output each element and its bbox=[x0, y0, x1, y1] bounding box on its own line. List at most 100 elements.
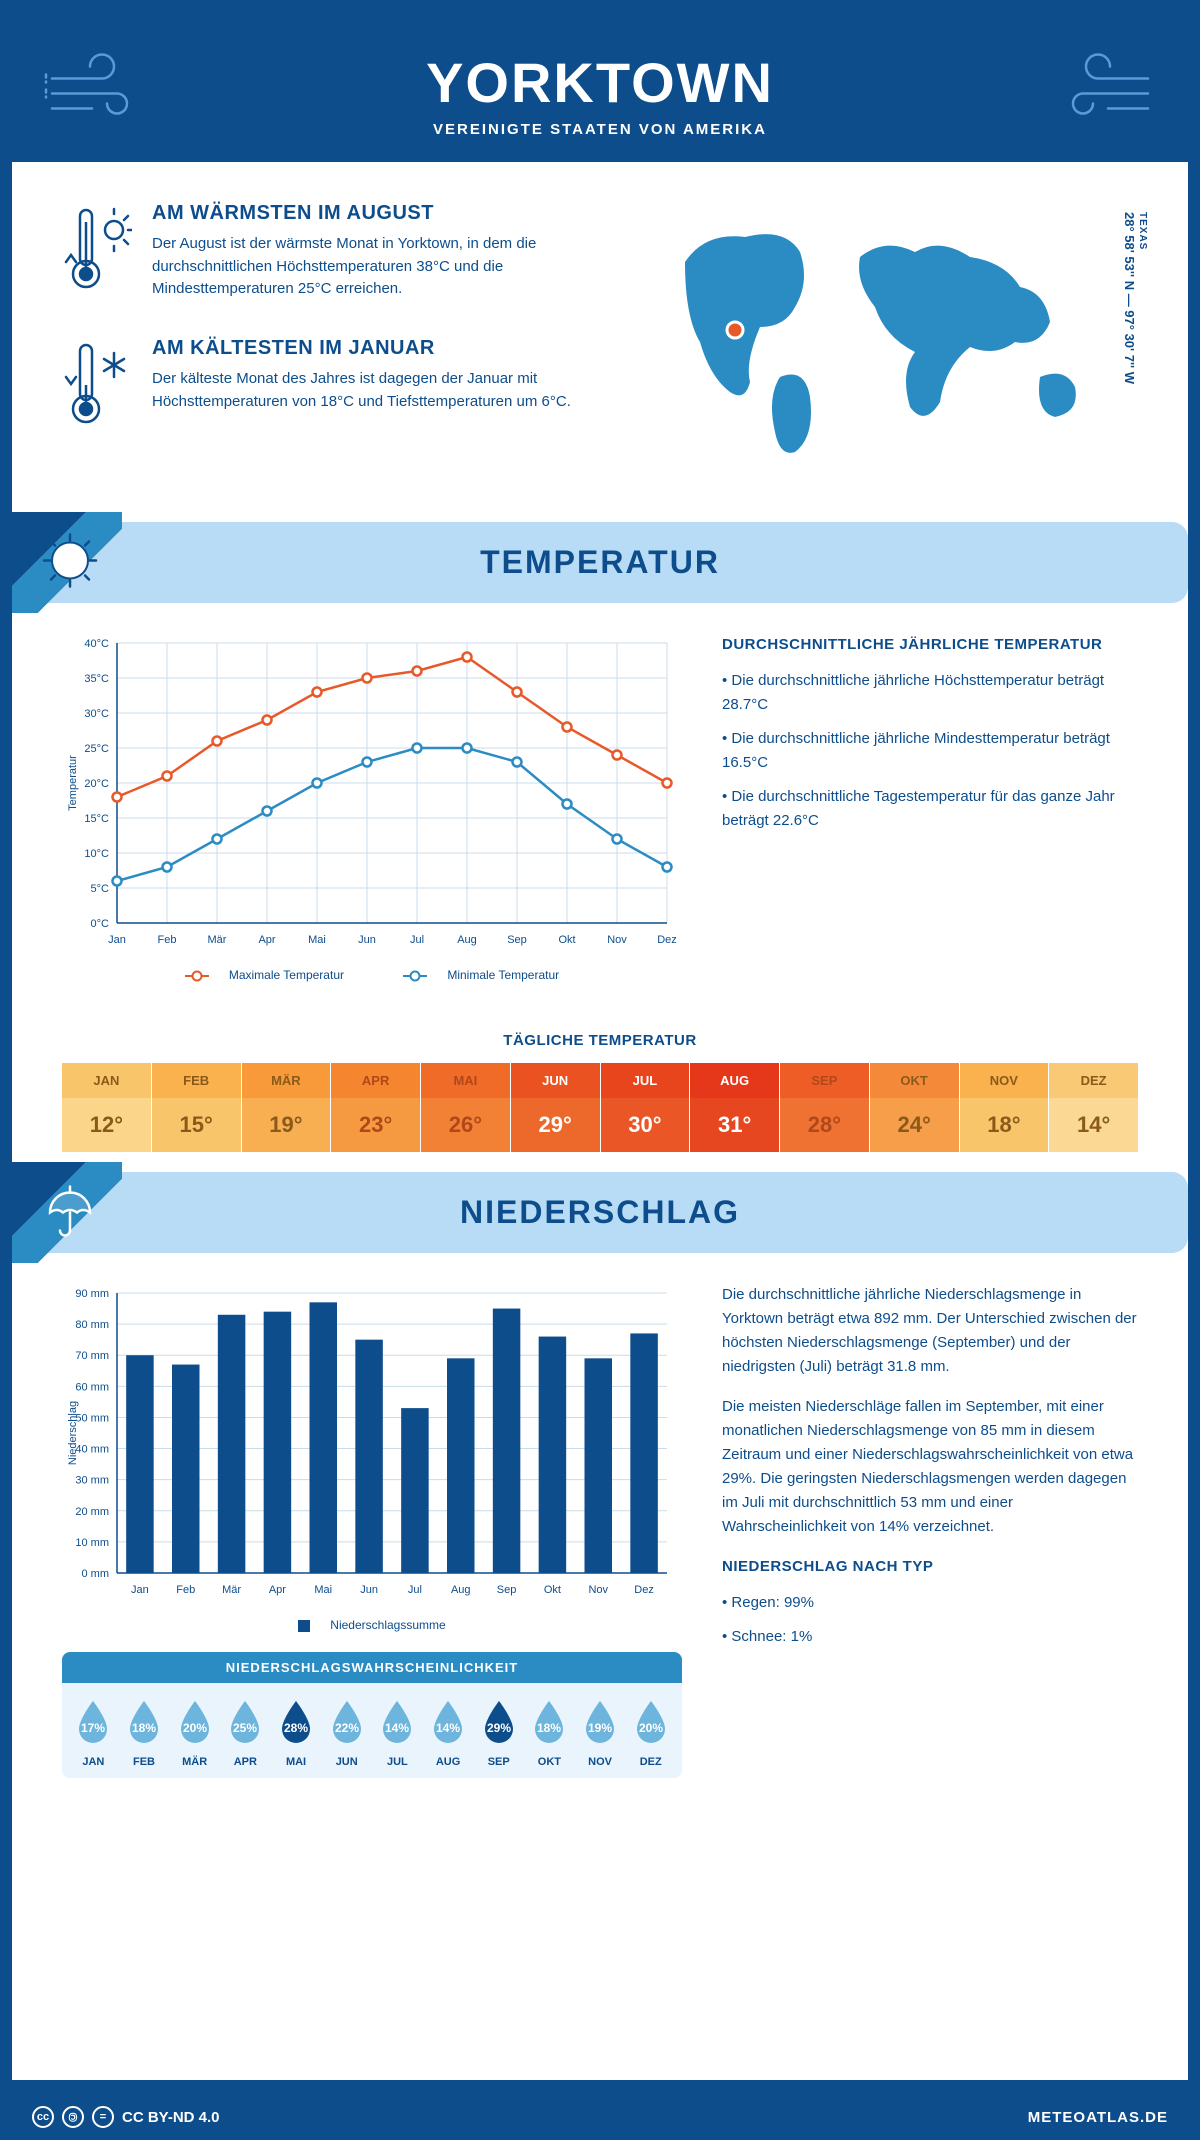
svg-text:10 mm: 10 mm bbox=[75, 1537, 109, 1549]
temperature-heading: TEMPERATUR bbox=[32, 544, 1168, 581]
probability-cell: 25%APR bbox=[220, 1697, 271, 1768]
probability-table: NIEDERSCHLAGSWAHRSCHEINLICHKEIT 17%JAN18… bbox=[62, 1652, 682, 1778]
svg-text:Okt: Okt bbox=[544, 1584, 561, 1596]
world-map: TEXAS 28° 58' 53'' N — 97° 30' 7'' W bbox=[645, 202, 1138, 472]
temp-bullet: • Die durchschnittliche jährliche Mindes… bbox=[722, 727, 1138, 775]
svg-text:5°C: 5°C bbox=[91, 883, 110, 895]
nd-icon: = bbox=[92, 2106, 114, 2128]
probability-cell: 14%AUG bbox=[423, 1697, 474, 1768]
wind-icon bbox=[42, 49, 142, 134]
city-title: YORKTOWN bbox=[32, 50, 1168, 115]
svg-text:Jun: Jun bbox=[360, 1584, 378, 1596]
svg-text:19%: 19% bbox=[588, 1721, 612, 1735]
svg-text:Okt: Okt bbox=[558, 934, 575, 946]
daily-temp-table: JAN12°FEB15°MÄR19°APR23°MAI26°JUN29°JUL3… bbox=[62, 1063, 1138, 1152]
probability-cell: 18%FEB bbox=[119, 1697, 170, 1768]
cc-icon: cc bbox=[32, 2106, 54, 2128]
daily-cell: SEP28° bbox=[780, 1063, 870, 1152]
svg-text:Jul: Jul bbox=[408, 1584, 422, 1596]
svg-text:Apr: Apr bbox=[269, 1584, 286, 1596]
coldest-title: AM KÄLTESTEN IM JANUAR bbox=[152, 337, 605, 360]
warmest-fact: AM WÄRMSTEN IM AUGUST Der August ist der… bbox=[62, 202, 605, 307]
svg-text:Jun: Jun bbox=[358, 934, 376, 946]
svg-text:Apr: Apr bbox=[258, 934, 275, 946]
svg-text:10°C: 10°C bbox=[84, 848, 109, 860]
svg-text:60 mm: 60 mm bbox=[75, 1381, 109, 1393]
daily-cell: OKT24° bbox=[870, 1063, 960, 1152]
precipitation-legend: Niederschlagssumme bbox=[62, 1618, 682, 1632]
svg-text:0 mm: 0 mm bbox=[82, 1568, 110, 1580]
svg-text:18%: 18% bbox=[132, 1721, 156, 1735]
svg-text:Aug: Aug bbox=[451, 1584, 471, 1596]
svg-text:20°C: 20°C bbox=[84, 778, 109, 790]
temp-bullet: • Die durchschnittliche Tagestemperatur … bbox=[722, 785, 1138, 833]
svg-text:Mai: Mai bbox=[314, 1584, 332, 1596]
probability-cell: 18%OKT bbox=[524, 1697, 575, 1768]
thermometer-sun-icon bbox=[62, 202, 132, 307]
wind-icon bbox=[1058, 49, 1158, 134]
svg-text:14%: 14% bbox=[385, 1721, 409, 1735]
svg-text:Aug: Aug bbox=[457, 934, 477, 946]
by-icon: 🄯 bbox=[62, 2106, 84, 2128]
country-subtitle: VEREINIGTE STAATEN VON AMERIKA bbox=[32, 121, 1168, 138]
daily-cell: DEZ14° bbox=[1049, 1063, 1138, 1152]
probability-cell: 22%JUN bbox=[321, 1697, 372, 1768]
daily-cell: JAN12° bbox=[62, 1063, 152, 1152]
coordinates: TEXAS 28° 58' 53'' N — 97° 30' 7'' W bbox=[1122, 212, 1148, 384]
svg-text:22%: 22% bbox=[335, 1721, 359, 1735]
svg-text:0°C: 0°C bbox=[91, 918, 110, 930]
svg-text:40°C: 40°C bbox=[84, 638, 109, 650]
svg-text:25°C: 25°C bbox=[84, 743, 109, 755]
page-footer: cc 🄯 = CC BY-ND 4.0 METEOATLAS.DE bbox=[12, 2106, 1188, 2128]
svg-text:17%: 17% bbox=[81, 1721, 105, 1735]
probability-cell: 17%JAN bbox=[68, 1697, 119, 1768]
coldest-fact: AM KÄLTESTEN IM JANUAR Der kälteste Mona… bbox=[62, 337, 605, 442]
daily-cell: NOV18° bbox=[960, 1063, 1050, 1152]
svg-text:18%: 18% bbox=[537, 1721, 561, 1735]
probability-cell: 20%DEZ bbox=[625, 1697, 676, 1768]
svg-text:50 mm: 50 mm bbox=[75, 1412, 109, 1424]
temperature-banner: TEMPERATUR bbox=[12, 522, 1188, 603]
probability-cell: 20%MÄR bbox=[169, 1697, 220, 1768]
warmest-text: Der August ist der wärmste Monat in York… bbox=[152, 233, 605, 301]
precipitation-summary: Die durchschnittliche jährliche Niedersc… bbox=[722, 1283, 1138, 1778]
temperature-summary: DURCHSCHNITTLICHE JÄHRLICHE TEMPERATUR •… bbox=[722, 633, 1138, 982]
daily-cell: FEB15° bbox=[152, 1063, 242, 1152]
daily-cell: MAI26° bbox=[421, 1063, 511, 1152]
probability-cell: 28%MAI bbox=[271, 1697, 322, 1768]
svg-text:Dez: Dez bbox=[634, 1584, 654, 1596]
thermometer-snow-icon bbox=[62, 337, 132, 442]
svg-text:Jan: Jan bbox=[108, 934, 126, 946]
svg-text:29%: 29% bbox=[487, 1721, 511, 1735]
svg-text:Temperatur: Temperatur bbox=[67, 755, 79, 811]
svg-text:Feb: Feb bbox=[158, 934, 177, 946]
precipitation-heading: NIEDERSCHLAG bbox=[32, 1194, 1168, 1231]
svg-text:30 mm: 30 mm bbox=[75, 1475, 109, 1487]
daily-cell: APR23° bbox=[331, 1063, 421, 1152]
probability-cell: 19%NOV bbox=[575, 1697, 626, 1768]
daily-cell: JUN29° bbox=[511, 1063, 601, 1152]
temperature-chart: 0°C 5°C 10°C 15°C 20°C 25°C 30°C 35°C 40°C Jan Feb… bbox=[62, 633, 682, 982]
svg-text:15°C: 15°C bbox=[84, 813, 109, 825]
daily-cell: AUG31° bbox=[690, 1063, 780, 1152]
umbrella-icon bbox=[40, 1180, 100, 1245]
sun-icon bbox=[40, 530, 100, 595]
svg-text:Dez: Dez bbox=[657, 934, 677, 946]
svg-text:Mär: Mär bbox=[222, 1584, 241, 1596]
svg-text:Jul: Jul bbox=[410, 934, 424, 946]
svg-text:Nov: Nov bbox=[588, 1584, 608, 1596]
svg-text:80 mm: 80 mm bbox=[75, 1319, 109, 1331]
temperature-legend: Maximale Temperatur Minimale Temperatur bbox=[62, 968, 682, 982]
svg-text:Mai: Mai bbox=[308, 934, 326, 946]
svg-text:70 mm: 70 mm bbox=[75, 1350, 109, 1362]
svg-text:35°C: 35°C bbox=[84, 673, 109, 685]
svg-text:30°C: 30°C bbox=[84, 708, 109, 720]
site-credit: METEOATLAS.DE bbox=[1028, 2109, 1168, 2126]
intro-section: AM WÄRMSTEN IM AUGUST Der August ist der… bbox=[12, 162, 1188, 502]
daily-cell: MÄR19° bbox=[242, 1063, 332, 1152]
precip-type: • Regen: 99% bbox=[722, 1591, 1138, 1615]
svg-text:28%: 28% bbox=[284, 1721, 308, 1735]
svg-text:Mär: Mär bbox=[208, 934, 227, 946]
svg-text:Nov: Nov bbox=[607, 934, 627, 946]
svg-text:20%: 20% bbox=[183, 1721, 207, 1735]
